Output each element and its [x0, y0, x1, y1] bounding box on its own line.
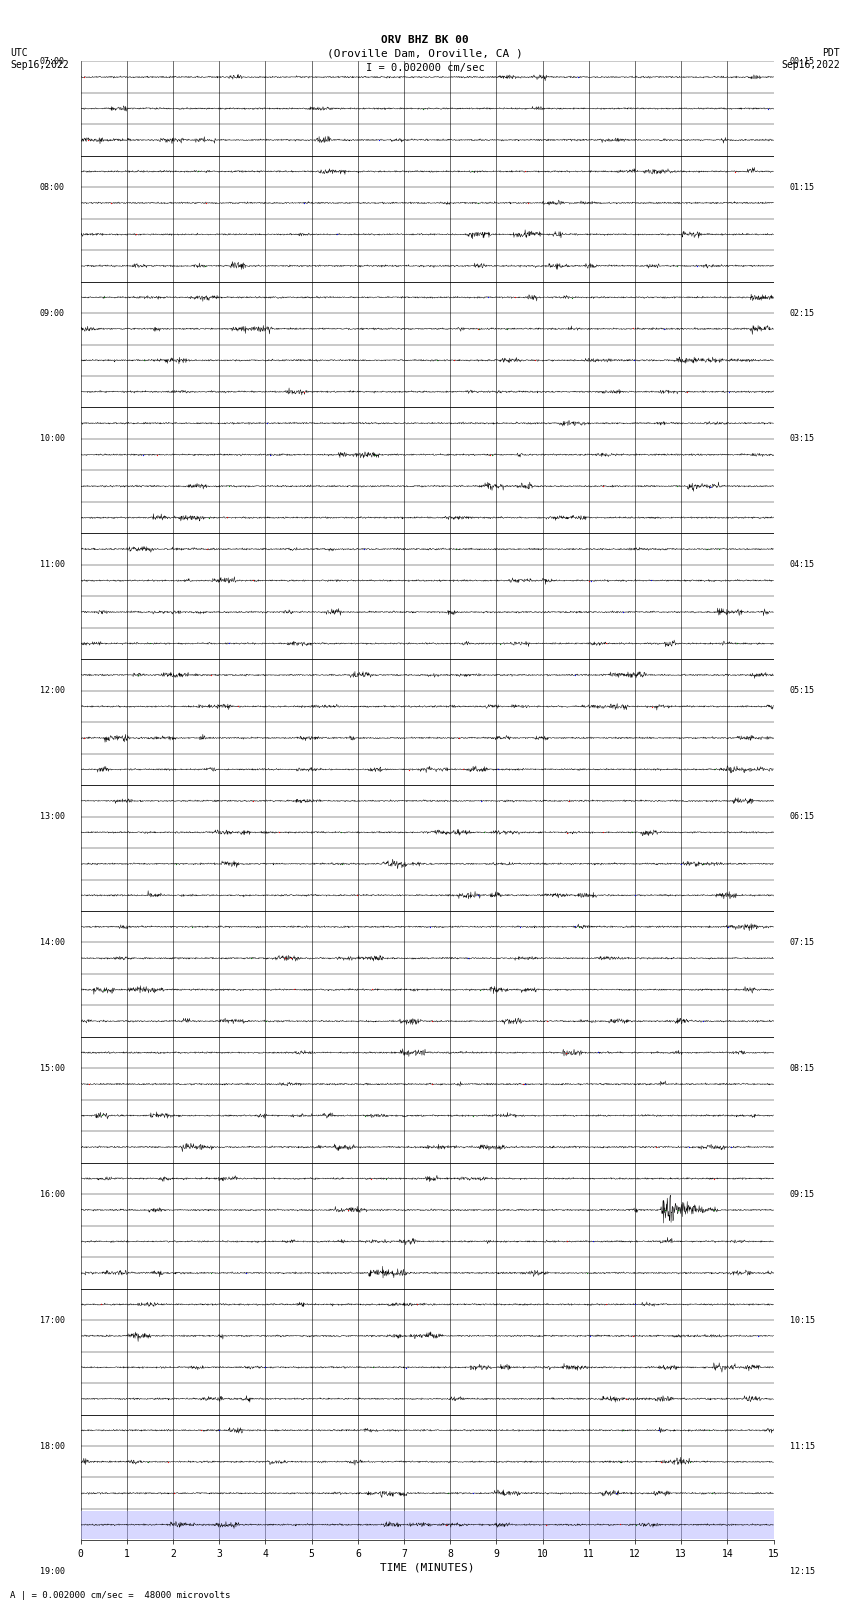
Bar [81, 1510, 774, 1539]
Text: (Oroville Dam, Oroville, CA ): (Oroville Dam, Oroville, CA ) [327, 48, 523, 58]
Text: Sep16,2022: Sep16,2022 [781, 60, 840, 69]
Text: 02:15: 02:15 [790, 308, 814, 318]
Text: 19:00: 19:00 [40, 1568, 65, 1576]
Text: Sep16,2022: Sep16,2022 [10, 60, 69, 69]
Text: 14:00: 14:00 [40, 939, 65, 947]
Text: 18:00: 18:00 [40, 1442, 65, 1450]
Text: 07:15: 07:15 [790, 939, 814, 947]
Text: 12:00: 12:00 [40, 686, 65, 695]
Text: 00:15: 00:15 [790, 56, 814, 66]
Text: 06:15: 06:15 [790, 811, 814, 821]
Text: ORV BHZ BK 00: ORV BHZ BK 00 [381, 35, 469, 45]
Text: 17:00: 17:00 [40, 1316, 65, 1324]
Text: 15:00: 15:00 [40, 1065, 65, 1073]
Text: PDT: PDT [822, 48, 840, 58]
Text: 13:00: 13:00 [40, 811, 65, 821]
Text: 09:15: 09:15 [790, 1190, 814, 1198]
Text: A | = 0.002000 cm/sec =  48000 microvolts: A | = 0.002000 cm/sec = 48000 microvolts [10, 1590, 230, 1600]
Text: 11:15: 11:15 [790, 1442, 814, 1450]
Text: 08:15: 08:15 [790, 1065, 814, 1073]
Text: 05:15: 05:15 [790, 686, 814, 695]
Text: I = 0.002000 cm/sec: I = 0.002000 cm/sec [366, 63, 484, 73]
Text: 08:00: 08:00 [40, 182, 65, 192]
Text: 03:15: 03:15 [790, 434, 814, 444]
Text: 09:00: 09:00 [40, 308, 65, 318]
X-axis label: TIME (MINUTES): TIME (MINUTES) [380, 1563, 474, 1573]
Text: 16:00: 16:00 [40, 1190, 65, 1198]
Text: 10:00: 10:00 [40, 434, 65, 444]
Text: UTC: UTC [10, 48, 28, 58]
Text: 11:00: 11:00 [40, 560, 65, 569]
Text: 10:15: 10:15 [790, 1316, 814, 1324]
Text: 07:00: 07:00 [40, 56, 65, 66]
Text: 12:15: 12:15 [790, 1568, 814, 1576]
Text: 01:15: 01:15 [790, 182, 814, 192]
Text: 04:15: 04:15 [790, 560, 814, 569]
